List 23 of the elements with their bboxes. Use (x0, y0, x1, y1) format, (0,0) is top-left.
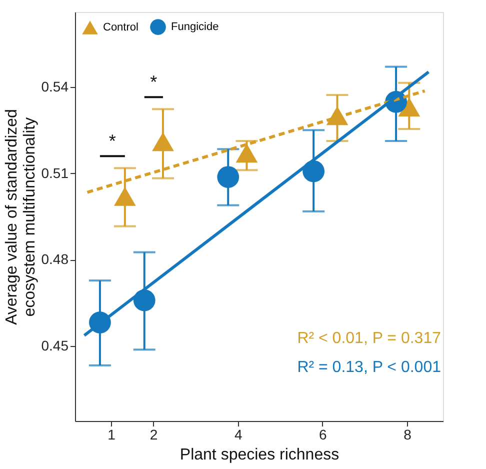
y-tick-label: 0.48 (41, 251, 69, 268)
point (152, 132, 174, 152)
point (398, 98, 420, 117)
x-tick-label: 8 (404, 426, 412, 442)
x-tick-label: 1 (108, 426, 116, 442)
x-axis-title: Plant species richness (180, 446, 340, 464)
x-tick-label: 2 (150, 426, 158, 442)
point (114, 186, 136, 206)
y-tick-label: 0.54 (41, 78, 69, 94)
annotation: R² = 0.13, P < 0.001 (297, 359, 442, 376)
point (302, 160, 325, 182)
y-tick-label: 0.45 (41, 338, 69, 354)
annotation: * (108, 131, 116, 152)
point (217, 166, 240, 188)
x-tick-label: 6 (319, 426, 328, 442)
y-tick-label: 0.51 (41, 164, 69, 181)
x-tick-label: 4 (234, 426, 242, 442)
annotation: R² < 0.01, P = 0.317 (297, 330, 442, 347)
legend-label: Control (103, 22, 138, 34)
y-axis-title: Average value of standardized ecosystem multifunctionality (3, 109, 38, 325)
annotation: * (150, 72, 158, 92)
point (236, 144, 258, 163)
legend-label: Fungicide (171, 21, 219, 34)
